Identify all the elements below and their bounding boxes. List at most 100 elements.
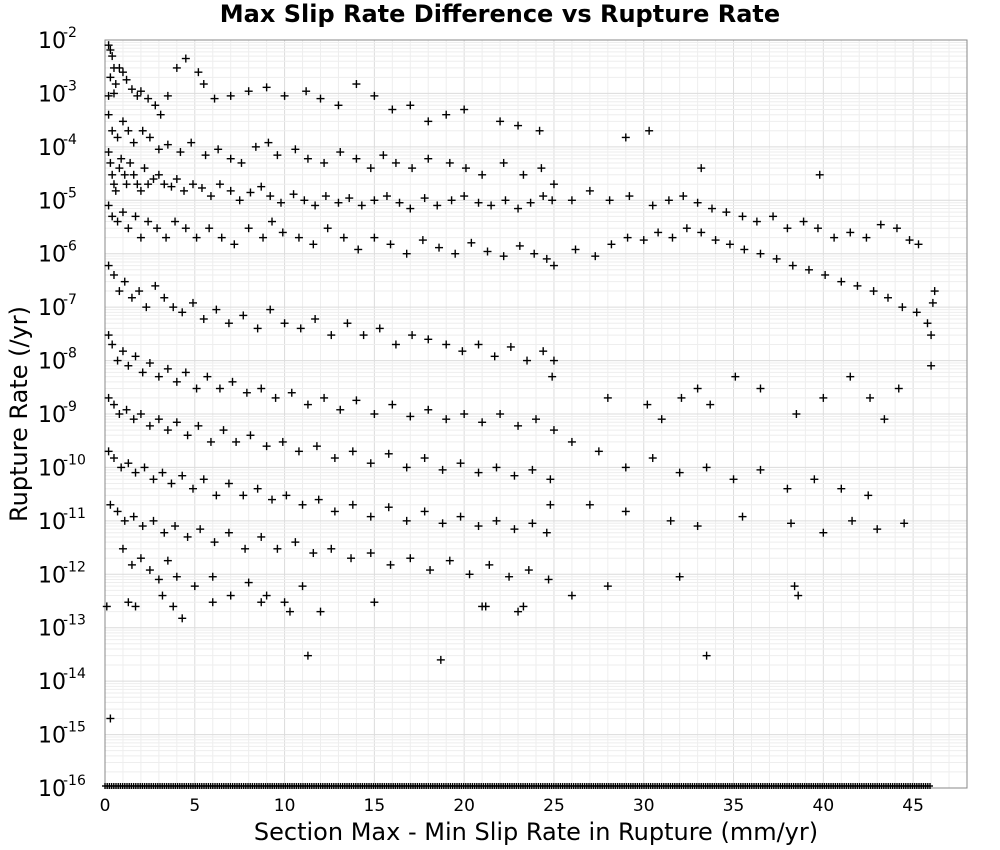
data-point — [235, 196, 244, 205]
data-point — [111, 80, 120, 89]
y-tick-exponent: -5 — [63, 185, 77, 201]
y-tick-label: 10-6 — [38, 239, 77, 268]
data-point — [366, 459, 375, 468]
data-point — [571, 245, 580, 254]
data-point — [144, 217, 153, 226]
y-tick-base: 10 — [38, 403, 66, 428]
data-point — [154, 145, 163, 154]
data-point — [131, 352, 140, 361]
data-point — [406, 412, 415, 421]
data-point — [461, 164, 470, 173]
data-point — [873, 525, 882, 534]
data-point — [131, 468, 140, 477]
data-point — [424, 405, 433, 414]
data-point — [163, 364, 172, 373]
data-point — [391, 340, 400, 349]
data-point — [485, 560, 494, 569]
data-point — [124, 361, 133, 370]
data-point — [420, 194, 429, 203]
data-point — [104, 331, 113, 340]
data-point — [124, 459, 133, 468]
y-tick-label: 10-10 — [38, 452, 86, 481]
data-point — [424, 117, 433, 126]
data-point — [523, 356, 532, 365]
data-point — [316, 94, 325, 103]
data-point — [862, 233, 871, 242]
y-tick-exponent: -6 — [63, 239, 77, 255]
data-point — [752, 217, 761, 226]
data-point — [192, 233, 201, 242]
y-tick-label: 10-2 — [38, 25, 77, 54]
data-point — [603, 582, 612, 591]
data-point — [546, 500, 555, 509]
data-point — [648, 201, 657, 210]
data-point — [456, 459, 465, 468]
data-point — [442, 110, 451, 119]
data-point — [224, 479, 233, 488]
data-point — [196, 525, 205, 534]
data-point — [314, 495, 323, 504]
data-point — [241, 544, 250, 553]
data-point — [788, 261, 797, 270]
data-point — [115, 164, 124, 173]
data-point — [208, 598, 217, 607]
y-tick-label: 10-13 — [38, 613, 86, 642]
data-point — [163, 426, 172, 435]
data-point — [514, 121, 523, 130]
data-point — [160, 293, 169, 302]
data-point — [163, 140, 172, 149]
data-point — [402, 516, 411, 525]
data-point — [327, 331, 336, 340]
data-point — [178, 471, 187, 480]
data-point — [285, 607, 294, 616]
data-point — [532, 415, 540, 424]
data-point — [276, 198, 285, 207]
data-point — [138, 368, 147, 377]
y-tick-exponent: -13 — [63, 613, 86, 629]
data-point — [230, 240, 239, 249]
data-point — [316, 607, 325, 616]
y-tick-base: 10 — [38, 296, 66, 321]
data-point — [266, 305, 275, 314]
data-point — [445, 158, 454, 167]
data-point — [215, 384, 224, 393]
data-point — [460, 105, 469, 114]
data-point — [549, 261, 558, 270]
y-tick-label: 10-9 — [38, 399, 77, 428]
data-point — [519, 170, 528, 179]
data-point — [172, 63, 181, 72]
data-point — [120, 277, 129, 286]
data-point — [259, 233, 268, 242]
y-tick-base: 10 — [38, 724, 66, 749]
data-point — [697, 164, 706, 173]
data-point — [530, 249, 539, 258]
data-point — [474, 468, 483, 477]
data-point — [212, 491, 221, 500]
data-point — [639, 236, 648, 245]
data-point — [347, 554, 356, 563]
data-point — [115, 63, 124, 72]
x-axis-ticks: 0 5 10 15 20 25 30 35 40 45 — [100, 796, 924, 816]
data-point — [118, 117, 127, 126]
data-point — [352, 396, 361, 405]
data-point — [106, 158, 115, 167]
data-point — [257, 532, 266, 541]
data-point — [303, 154, 312, 163]
data-point — [866, 393, 875, 402]
data-point — [603, 393, 612, 402]
data-point — [388, 400, 397, 409]
data-point — [442, 415, 451, 424]
data-point — [115, 410, 124, 418]
data-point — [104, 261, 113, 270]
data-point — [567, 196, 576, 205]
data-point — [188, 180, 197, 189]
data-point — [131, 212, 140, 221]
data-point — [542, 528, 551, 537]
data-point — [927, 361, 936, 370]
data-point — [348, 500, 357, 509]
data-point — [129, 512, 138, 521]
data-point — [205, 224, 214, 233]
data-point — [172, 572, 181, 581]
data-point — [239, 311, 248, 320]
data-point — [149, 475, 158, 484]
